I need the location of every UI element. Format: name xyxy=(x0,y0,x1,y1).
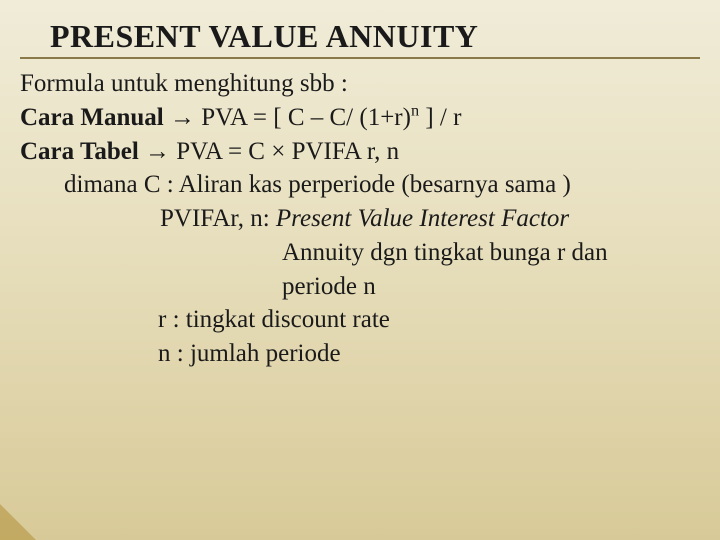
pvifa-label: PVIFAr, n: xyxy=(160,205,270,232)
arrow-icon: → xyxy=(145,137,170,165)
pvifa-cont2: periode n xyxy=(20,270,700,304)
r-line: r : tingkat discount rate xyxy=(20,303,700,337)
manual-line: Cara Manual → PVA = [ C – C/ (1+r)n ] / … xyxy=(20,101,700,135)
slide: PRESENT VALUE ANNUITY Formula untuk meng… xyxy=(0,0,720,371)
n-line: n : jumlah periode xyxy=(20,337,700,371)
slide-body: Formula untuk menghitung sbb : Cara Manu… xyxy=(20,67,700,371)
manual-formula-suffix: ] / r xyxy=(419,104,461,131)
tabel-formula: PVA = C × PVIFA r, n xyxy=(176,138,399,165)
intro-line: Formula untuk menghitung sbb : xyxy=(20,67,700,101)
manual-formula-prefix: PVA = [ C – C/ (1+r) xyxy=(201,104,411,131)
slide-title: PRESENT VALUE ANNUITY xyxy=(50,18,700,55)
pvifa-line: PVIFAr, n: Present Value Interest Factor xyxy=(20,202,700,236)
title-underline xyxy=(20,57,700,59)
tabel-line: Cara Tabel → PVA = C × PVIFA r, n xyxy=(20,135,700,169)
pvifa-desc: Present Value Interest Factor xyxy=(276,205,569,232)
tabel-label: Cara Tabel xyxy=(20,138,139,165)
manual-exponent: n xyxy=(411,101,419,119)
dimana-c-line: dimana C : Aliran kas perperiode (besarn… xyxy=(20,168,700,202)
pvifa-cont1: Annuity dgn tingkat bunga r dan xyxy=(20,236,700,270)
arrow-icon: → xyxy=(170,103,195,131)
manual-label: Cara Manual xyxy=(20,104,164,131)
corner-accent-icon xyxy=(0,504,36,540)
